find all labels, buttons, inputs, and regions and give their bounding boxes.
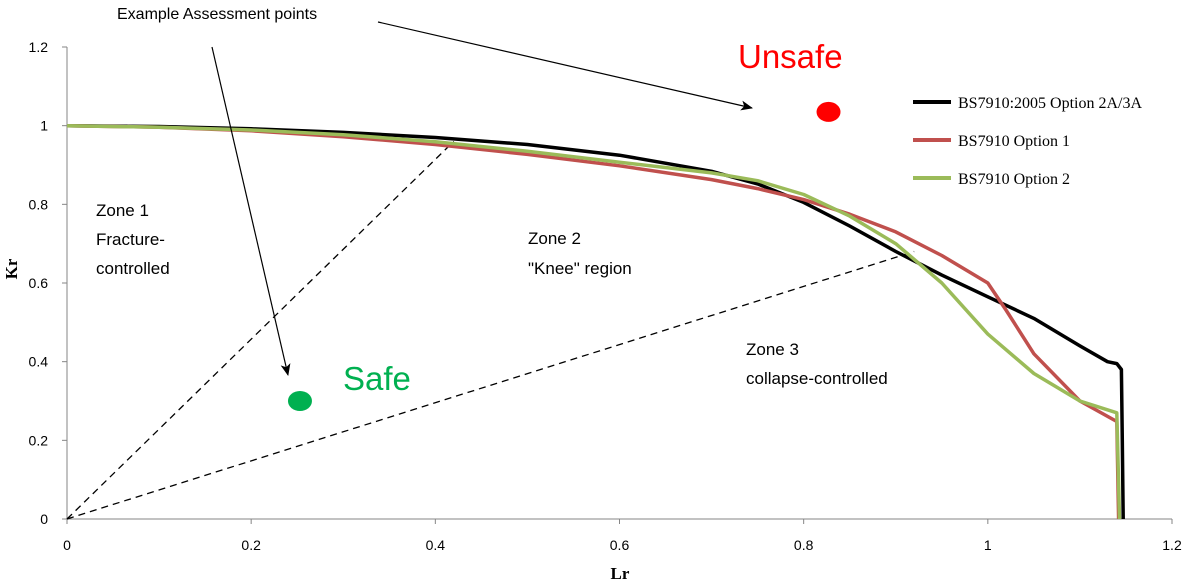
zone3-line2: collapse-controlled xyxy=(746,369,888,388)
zone1-line2: Fracture- xyxy=(96,230,165,249)
series-option-2-line xyxy=(66,123,1122,520)
zone1-line3: controlled xyxy=(96,259,170,278)
series-layer xyxy=(66,123,1125,520)
unsafe-label: Unsafe xyxy=(738,38,843,75)
y-axis-ticks: 0 0.2 0.4 0.6 0.8 1 1.2 xyxy=(29,39,67,527)
callout-text: Example Assessment points xyxy=(117,6,317,23)
x-tick-label: 0.4 xyxy=(426,537,446,553)
x-axis-ticks: 0 0.2 0.4 0.6 0.8 1 1.2 xyxy=(63,519,1182,553)
x-tick-label: 0.6 xyxy=(610,537,630,553)
callout-arrow-to-unsafe xyxy=(377,21,753,111)
y-tick-label: 1 xyxy=(40,118,48,134)
safe-assessment-point xyxy=(287,391,312,411)
legend-label-option-1: BS7910 Option 1 xyxy=(958,133,1070,150)
x-tick-label: 0.8 xyxy=(794,537,814,553)
y-tick-label: 1.2 xyxy=(29,39,49,55)
zone3-title: Zone 3 xyxy=(746,340,799,359)
series-option-1-line xyxy=(66,123,1121,520)
y-tick-label: 0 xyxy=(40,511,48,527)
x-axis-title: Lr xyxy=(611,564,630,581)
unsafe-assessment-point xyxy=(816,101,841,122)
zone-boundary-lines xyxy=(66,140,915,520)
legend-label-option-2a3a: BS7910:2005 Option 2A/3A xyxy=(958,95,1142,112)
x-tick-label: 1.2 xyxy=(1162,537,1182,553)
x-tick-label: 0 xyxy=(63,537,71,553)
callout-arrow-to-safe xyxy=(211,46,291,376)
y-tick-label: 0.6 xyxy=(29,275,49,291)
zone-boundary-line-1 xyxy=(66,140,455,520)
zone2-line2: "Knee" region xyxy=(528,259,632,278)
legend: BS7910:2005 Option 2A/3A BS7910 Option 1… xyxy=(913,95,1142,188)
safe-label: Safe xyxy=(343,360,411,397)
x-tick-label: 1 xyxy=(984,537,992,553)
zone1-title: Zone 1 xyxy=(96,201,149,220)
y-tick-label: 0.8 xyxy=(29,196,49,212)
assessment-points xyxy=(287,101,841,411)
zone2-title: Zone 2 xyxy=(528,229,581,248)
y-tick-label: 0.4 xyxy=(29,354,49,370)
x-tick-label: 0.2 xyxy=(241,537,261,553)
zone-boundary-line-2 xyxy=(66,250,915,520)
y-axis-title: Kr xyxy=(2,258,21,279)
series-option-2a3a-line xyxy=(66,123,1125,520)
y-tick-label: 0.2 xyxy=(29,432,49,448)
legend-label-option-2: BS7910 Option 2 xyxy=(958,171,1070,188)
